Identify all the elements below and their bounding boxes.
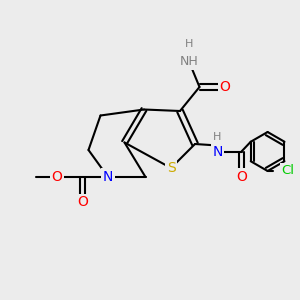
Text: N: N xyxy=(103,170,113,184)
Text: O: O xyxy=(77,196,88,209)
Text: NH: NH xyxy=(180,55,198,68)
Text: H: H xyxy=(213,132,222,142)
Text: H: H xyxy=(185,39,193,49)
Text: O: O xyxy=(52,170,62,184)
Text: N: N xyxy=(212,145,223,158)
Text: S: S xyxy=(167,161,176,175)
Text: O: O xyxy=(236,170,247,184)
Text: Cl: Cl xyxy=(281,164,294,178)
Text: O: O xyxy=(220,80,230,94)
